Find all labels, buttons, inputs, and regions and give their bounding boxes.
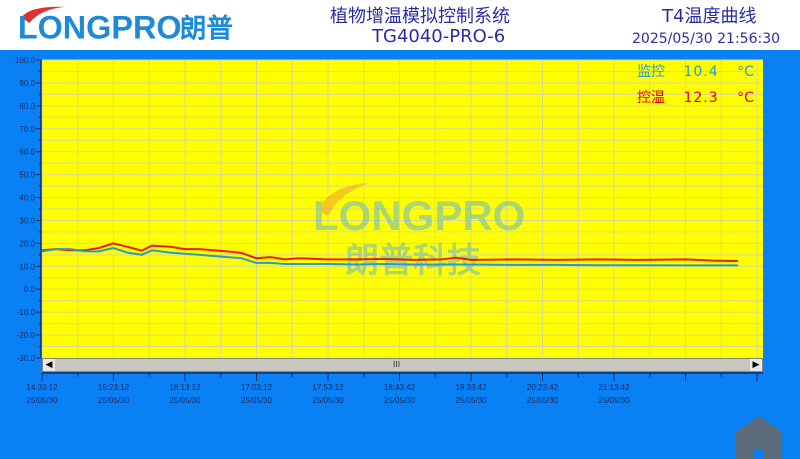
home-button[interactable]	[734, 416, 784, 459]
readout-unit: °C	[737, 64, 754, 80]
scroll-grip[interactable]: III	[393, 360, 401, 369]
y-tick-label: -30.0	[17, 354, 36, 363]
y-tick-label: -20.0	[17, 331, 36, 340]
readout-label: 控温	[637, 90, 665, 106]
grid	[41, 59, 763, 359]
x-tick-time: 19:33:42	[455, 383, 487, 392]
datetime: 2025/05/30 21:56:30	[632, 31, 781, 47]
temperature-chart: 100.0 90.0 80.0 70.0 60.0 50.0 40.0 30.0 20.0 10.…	[15, 56, 763, 405]
svg-text:朗普: 朗普	[180, 13, 233, 44]
series-line-1	[41, 246, 739, 267]
x-tick-time: 16:13:12	[169, 383, 201, 392]
y-tick-label: 0.0	[24, 285, 36, 294]
y-tick-label: 30.0	[19, 216, 35, 225]
x-tick-time: 14:33:12	[26, 383, 58, 392]
svg-text:朗普科技: 朗普科技	[345, 241, 481, 281]
system-title: 植物增温模拟控制系统	[330, 6, 510, 27]
x-tick-date: 25/05/30	[527, 396, 559, 405]
y-tick-label: 80.0	[19, 102, 35, 111]
y-tick-label: -10.0	[17, 308, 36, 317]
x-tick-date: 25/05/30	[384, 396, 416, 405]
readout-monitor: 监控 10.4 °C	[637, 61, 754, 81]
page-title: T4温度曲线	[662, 6, 757, 27]
chart-scrollbar[interactable]: ◀ III ▶	[42, 358, 763, 372]
svg-text:LONGPRO: LONGPRO	[18, 9, 182, 44]
x-tick-time: 17:53:12	[312, 383, 344, 392]
readout-label: 监控	[637, 64, 665, 80]
x-tick-date: 25/05/30	[26, 396, 58, 405]
x-tick-date: 25/05/30	[312, 396, 344, 405]
x-tick-date: 25/05/30	[241, 396, 273, 405]
y-tick-label: 10.0	[19, 262, 35, 271]
readout-control: 控温 12.3 °C	[637, 87, 754, 107]
y-tick-label: 100.0	[15, 56, 36, 65]
readout-value: 12.3	[683, 90, 719, 106]
x-tick-time: 21:13:42	[598, 383, 630, 392]
longpro-logo: LONGPRO 朗普	[18, 6, 233, 44]
readout-value: 10.4	[683, 64, 719, 80]
header: LONGPRO 朗普 植物增温模拟控制系统 TG4040-PRO-6 T4温度曲…	[0, 0, 800, 50]
x-tick-date: 25/05/30	[598, 396, 630, 405]
svg-text:LONGPRO: LONGPRO	[313, 192, 525, 239]
x-tick-date: 25/05/30	[455, 396, 487, 405]
y-tick-label: 50.0	[19, 171, 35, 180]
scroll-left-button[interactable]: ◀	[43, 359, 55, 371]
home-icon	[736, 416, 782, 459]
y-tick-label: 90.0	[19, 79, 35, 88]
y-tick-label: 20.0	[19, 239, 35, 248]
x-tick-time: 15:23:12	[98, 383, 130, 392]
x-tick-time: 17:03:12	[241, 383, 273, 392]
y-tick-label: 40.0	[19, 194, 35, 203]
x-tick-time: 20:23:42	[527, 383, 559, 392]
readout-unit: °C	[737, 90, 754, 106]
x-tick-date: 25/05/30	[98, 396, 130, 405]
x-tick-time: 18:43:42	[384, 383, 416, 392]
y-tick-label: 70.0	[19, 125, 35, 134]
x-tick-date: 25/05/30	[169, 396, 201, 405]
y-tick-label: 60.0	[19, 148, 35, 157]
series-line-0	[41, 242, 739, 262]
scroll-right-button[interactable]: ▶	[750, 359, 762, 371]
model-label: TG4040-PRO-6	[372, 26, 506, 47]
